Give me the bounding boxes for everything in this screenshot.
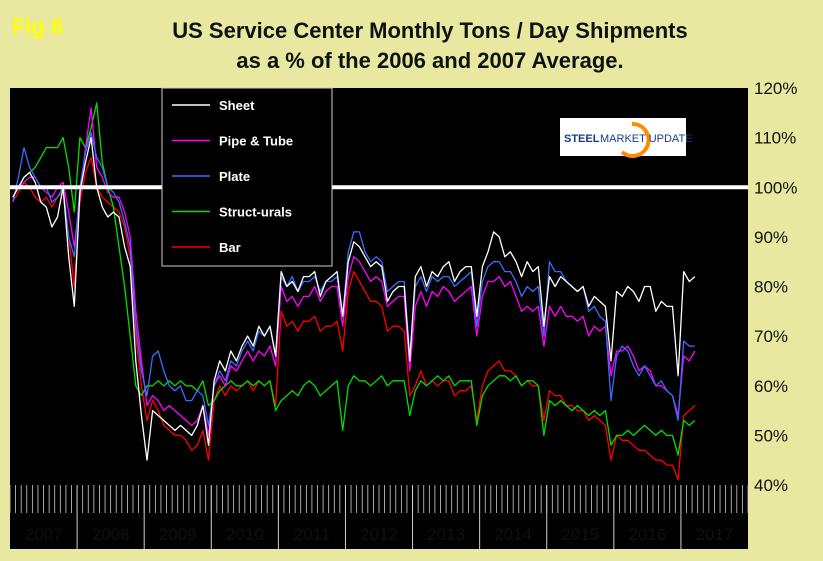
year-label: 2013 bbox=[427, 525, 465, 544]
legend-label: Sheet bbox=[219, 98, 255, 113]
legend-label: Bar bbox=[219, 240, 241, 255]
y-tick-label: 120% bbox=[754, 79, 797, 98]
year-label: 2011 bbox=[294, 525, 331, 544]
year-label: 2007 bbox=[25, 525, 63, 544]
series-line-sheet bbox=[12, 136, 696, 461]
series-line-pipe-tube bbox=[12, 107, 696, 437]
x-axis: 2007 2008 2009 2010 2011 2012 2013 2014 2015 2016… bbox=[9, 485, 749, 549]
y-tick-label: 80% bbox=[754, 278, 788, 297]
y-tick-label: 50% bbox=[754, 426, 788, 445]
year-label: 2010 bbox=[226, 525, 264, 544]
chart-title-block: US Service Center Monthly Tons / Day Shi… bbox=[150, 16, 710, 76]
y-tick-label: 100% bbox=[754, 178, 797, 197]
legend-label: Plate bbox=[219, 169, 250, 184]
legend-label: Pipe & Tube bbox=[219, 134, 293, 149]
year-label: 2015 bbox=[561, 525, 599, 544]
figure-label: Fig 6 bbox=[12, 14, 64, 39]
y-tick-label: 110% bbox=[754, 129, 796, 148]
legend-box bbox=[161, 87, 333, 267]
series-line-bar bbox=[12, 156, 696, 481]
chart-title: US Service Center Monthly Tons / Day Shi… bbox=[172, 18, 688, 43]
y-tick-label: 90% bbox=[754, 228, 788, 247]
chart-subtitle: as a % of the 2006 and 2007 Average. bbox=[236, 48, 624, 73]
y-tick-label: 40% bbox=[754, 476, 788, 495]
year-label: 2008 bbox=[92, 525, 130, 544]
year-label: 2009 bbox=[159, 525, 197, 544]
logo-text-steel: STEEL bbox=[564, 133, 600, 145]
y-tick-label: 70% bbox=[754, 327, 788, 346]
year-label: 2014 bbox=[494, 525, 532, 544]
logo-text-market-update: MARKET UPDATE bbox=[600, 133, 693, 145]
year-label: 2012 bbox=[360, 525, 398, 544]
year-label: 2017 bbox=[696, 525, 734, 544]
steel-market-update-logo: STEEL MARKET UPDATE bbox=[560, 118, 693, 158]
legend: Sheet Pipe & Tube Plate Struct-urals Bar bbox=[161, 87, 333, 267]
logo-background bbox=[560, 118, 686, 156]
year-label: 2016 bbox=[628, 525, 666, 544]
legend-label: Struct-urals bbox=[219, 205, 292, 220]
series-line-struct-urals bbox=[12, 102, 696, 456]
series-group bbox=[12, 102, 696, 481]
y-axis: 40% 50% 60% 70% 80% 90% 100% 110% 120% bbox=[754, 79, 797, 495]
logo-swoosh-icon bbox=[620, 121, 651, 158]
y-tick-label: 60% bbox=[754, 377, 788, 396]
